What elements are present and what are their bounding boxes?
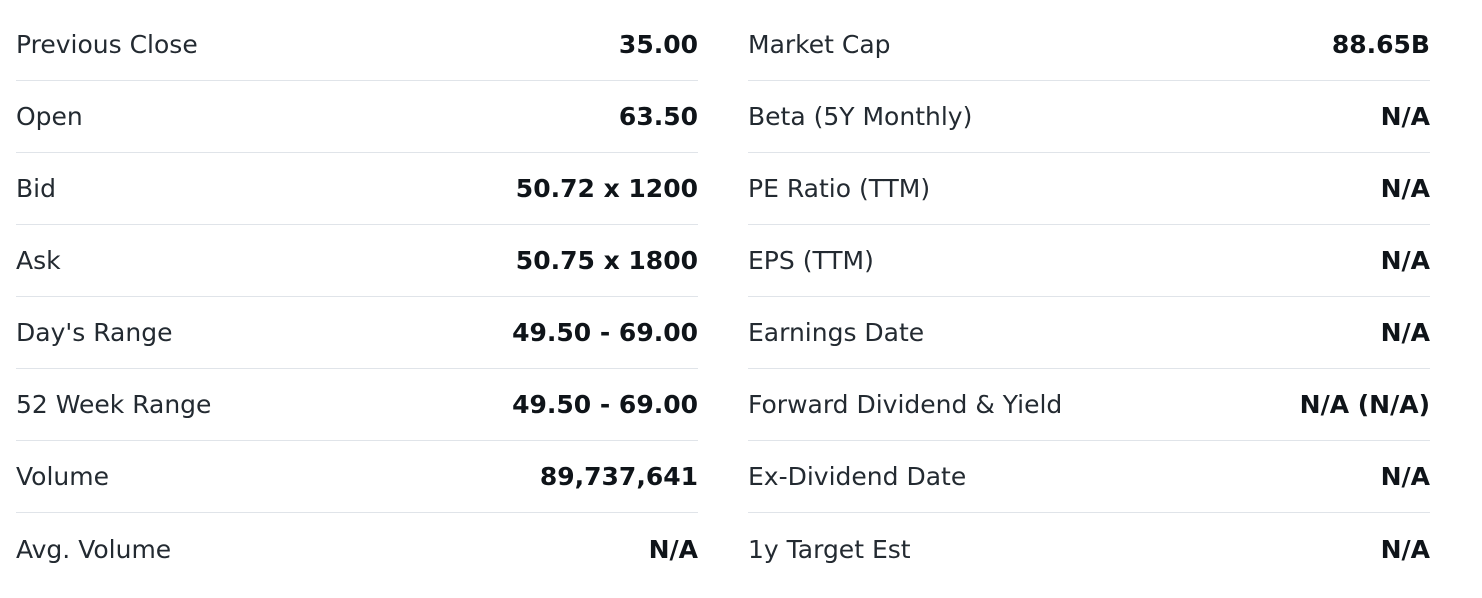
row-value: 63.50 bbox=[618, 102, 698, 131]
table-row-beta: Beta (5Y Monthly) N/A bbox=[748, 81, 1430, 153]
table-row-earnings-date: Earnings Date N/A bbox=[748, 297, 1430, 369]
table-row-ask: Ask 50.75 x 1800 bbox=[16, 225, 698, 297]
row-value: N/A bbox=[648, 534, 698, 564]
row-label: Ex-Dividend Date bbox=[748, 462, 967, 491]
row-label: Bid bbox=[16, 174, 56, 203]
row-value: 50.72 x 1200 bbox=[515, 174, 698, 203]
table-row-forward-dividend-yield: Forward Dividend & Yield N/A (N/A) bbox=[748, 369, 1430, 441]
row-value: 89,737,641 bbox=[539, 462, 698, 491]
row-value: 49.50 - 69.00 bbox=[512, 318, 698, 347]
row-label: 52 Week Range bbox=[16, 390, 212, 419]
table-row-bid: Bid 50.72 x 1200 bbox=[16, 153, 698, 225]
row-value: 50.75 x 1800 bbox=[515, 246, 698, 275]
row-label: Volume bbox=[16, 462, 109, 491]
row-value: N/A bbox=[1380, 318, 1430, 347]
row-label: Previous Close bbox=[16, 30, 198, 59]
table-row-52-week-range: 52 Week Range 49.50 - 69.00 bbox=[16, 369, 698, 441]
row-value: 88.65B bbox=[1331, 30, 1430, 59]
row-label: Open bbox=[16, 102, 83, 131]
row-label: Day's Range bbox=[16, 318, 173, 347]
table-row-volume: Volume 89,737,641 bbox=[16, 441, 698, 513]
row-label: EPS (TTM) bbox=[748, 246, 874, 275]
row-label: PE Ratio (TTM) bbox=[748, 174, 931, 203]
row-value: N/A bbox=[1380, 462, 1430, 491]
row-label: Ask bbox=[16, 246, 61, 275]
table-row-pe-ratio: PE Ratio (TTM) N/A bbox=[748, 153, 1430, 225]
quote-summary-right-table: Market Cap 88.65B Beta (5Y Monthly) N/A … bbox=[748, 9, 1430, 585]
row-label: Avg. Volume bbox=[16, 534, 172, 564]
table-row-open: Open 63.50 bbox=[16, 81, 698, 153]
row-label: Beta (5Y Monthly) bbox=[748, 102, 973, 131]
row-value: N/A bbox=[1380, 174, 1430, 203]
row-label: Market Cap bbox=[748, 30, 891, 59]
row-label: 1y Target Est bbox=[748, 534, 911, 564]
table-row-avg-volume: Avg. Volume N/A bbox=[16, 513, 698, 585]
row-value: N/A bbox=[1380, 246, 1430, 275]
table-row-days-range: Day's Range 49.50 - 69.00 bbox=[16, 297, 698, 369]
table-row-eps: EPS (TTM) N/A bbox=[748, 225, 1430, 297]
row-label: Earnings Date bbox=[748, 318, 925, 347]
table-row-1y-target-est: 1y Target Est N/A bbox=[748, 513, 1430, 585]
table-row-ex-dividend-date: Ex-Dividend Date N/A bbox=[748, 441, 1430, 513]
row-value: N/A (N/A) bbox=[1299, 390, 1430, 419]
quote-summary-left-table: Previous Close 35.00 Open 63.50 Bid 50.7… bbox=[16, 9, 698, 585]
row-value: N/A bbox=[1380, 102, 1430, 131]
row-value: 35.00 bbox=[618, 30, 698, 59]
row-value: N/A bbox=[1380, 534, 1430, 564]
table-row-previous-close: Previous Close 35.00 bbox=[16, 9, 698, 81]
table-row-market-cap: Market Cap 88.65B bbox=[748, 9, 1430, 81]
row-value: 49.50 - 69.00 bbox=[512, 390, 698, 419]
row-label: Forward Dividend & Yield bbox=[748, 390, 1063, 419]
